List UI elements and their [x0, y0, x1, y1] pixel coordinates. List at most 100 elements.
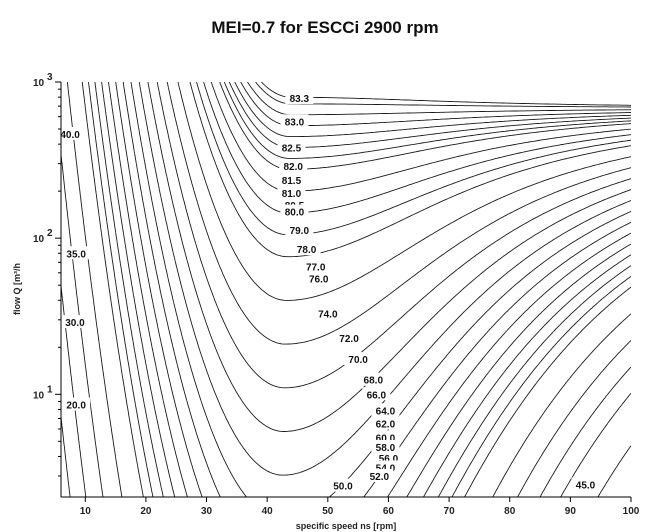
x-axis-label: specific speed ns [rpm] [296, 521, 397, 531]
contour-label-bg [301, 259, 330, 273]
contour-line-60 [115, 82, 631, 497]
contour-label: 56.0 [379, 454, 399, 465]
contour-label: 30.0 [65, 318, 85, 329]
contour-label: 79.0 [290, 226, 310, 237]
contour-label: 76.0 [309, 275, 329, 286]
contour-line-80-5 [223, 82, 631, 159]
x-tick-label: 80 [504, 506, 516, 517]
contour-label-bg [328, 478, 357, 492]
contour-label: 68.0 [364, 376, 384, 387]
contour-label: 50.0 [333, 482, 353, 493]
x-tick-label: 60 [383, 506, 395, 517]
contour-line-83-3 [261, 82, 631, 106]
contour-label-bg [304, 271, 333, 285]
contour-labels: 83.383.082.582.081.581.080.580.079.078.0… [56, 90, 600, 493]
contour-label: 82.5 [282, 144, 302, 155]
x-tick-label: 10 [80, 506, 92, 517]
contour-line-66 [138, 82, 631, 476]
contour-line-20 [597, 445, 631, 497]
contour-label-bg [60, 315, 89, 329]
contour-label: 82.0 [284, 162, 304, 173]
y-tick-label: 10 [33, 390, 45, 401]
contour-line-54 [94, 82, 631, 497]
y-tick-exponent: 1 [47, 384, 53, 395]
y-tick-label: 10 [33, 78, 45, 89]
contour-label-bg [371, 403, 400, 417]
x-tick-label: 70 [444, 506, 456, 517]
contour-line-50 [81, 82, 631, 497]
contour-line-40 [61, 154, 631, 497]
x-tick-label: 20 [140, 506, 152, 517]
contour-line-58 [108, 82, 631, 497]
contour-label: 70.0 [348, 355, 368, 366]
contour-label: 60.0 [376, 433, 396, 444]
contour-line-81-5 [234, 82, 631, 138]
x-ticks: 10 20 30 40 50 60 70 80 90 100 [80, 497, 640, 517]
contour-label: 52.0 [370, 472, 390, 483]
contour-label: 20.0 [66, 401, 86, 412]
contour-label-bg [571, 477, 600, 491]
contour-label: 81.5 [282, 176, 302, 187]
contour-label: 64.0 [376, 406, 396, 417]
contour-line-79 [210, 82, 631, 192]
contour-label-bg [371, 439, 400, 453]
contour-label-bg [313, 306, 342, 320]
contour-label-bg [277, 173, 306, 187]
contour-label-bg [362, 387, 391, 401]
contour-label: 80.0 [285, 208, 305, 219]
y-tick-exponent: 2 [47, 228, 53, 239]
contour-label: 72.0 [339, 334, 359, 345]
contour-line-74 [177, 82, 631, 301]
contour-line-70 [156, 82, 631, 389]
contour-label: 74.0 [318, 309, 338, 320]
x-tick-label: 90 [565, 506, 577, 517]
contour-label-bg [344, 352, 373, 366]
contour-label: 62.0 [376, 420, 396, 431]
contour-label-bg [62, 246, 91, 260]
contour-label-bg [285, 90, 314, 104]
contour-label-bg [62, 397, 91, 411]
contour-label-bg [56, 126, 85, 140]
contour-label-bg [359, 372, 388, 386]
contour-line-72 [166, 82, 631, 345]
contour-label: 40.0 [60, 130, 80, 141]
y-axis-label: flow Q [m³/h [12, 263, 22, 315]
x-tick-label: 40 [262, 506, 274, 517]
contour-label: 58.0 [376, 443, 396, 454]
contour-label-bg [292, 242, 321, 256]
x-tick-label: 50 [322, 506, 334, 517]
contour-label-bg [371, 416, 400, 430]
contour-label: 83.3 [290, 94, 310, 105]
contour-line-78 [203, 82, 631, 214]
contour-label-bg [280, 114, 309, 128]
contour-label: 78.0 [297, 245, 317, 256]
contour-label: 77.0 [306, 262, 326, 273]
axes [60, 82, 631, 498]
contour-line-68 [147, 82, 631, 432]
chart-title: MEI=0.7 for ESCCi 2900 rpm [211, 18, 439, 37]
x-tick-label: 100 [623, 506, 640, 517]
contour-label-bg [277, 185, 306, 199]
x-tick-label: 30 [201, 506, 213, 517]
contour-label: 81.0 [282, 189, 302, 200]
contour-label-bg [335, 330, 364, 344]
y-tick-label: 10 [33, 234, 45, 245]
contour-line-45 [66, 82, 631, 497]
contour-line-76 [189, 82, 631, 258]
contour-label: 35.0 [66, 249, 86, 260]
contour-line-52 [88, 82, 631, 497]
contour-label: 83.0 [285, 117, 305, 128]
contour-label-bg [280, 204, 309, 218]
contour-label: 66.0 [367, 390, 387, 401]
contour-label-bg [279, 158, 308, 172]
contour-label: 45.0 [576, 480, 596, 491]
contour-lines [61, 82, 631, 497]
contour-line-30 [61, 393, 631, 497]
contour-line-82-5 [247, 82, 631, 116]
y-tick-exponent: 3 [47, 72, 53, 83]
contour-label-bg [277, 140, 306, 154]
contour-label-bg [285, 222, 314, 236]
contour-label-bg [365, 468, 394, 482]
